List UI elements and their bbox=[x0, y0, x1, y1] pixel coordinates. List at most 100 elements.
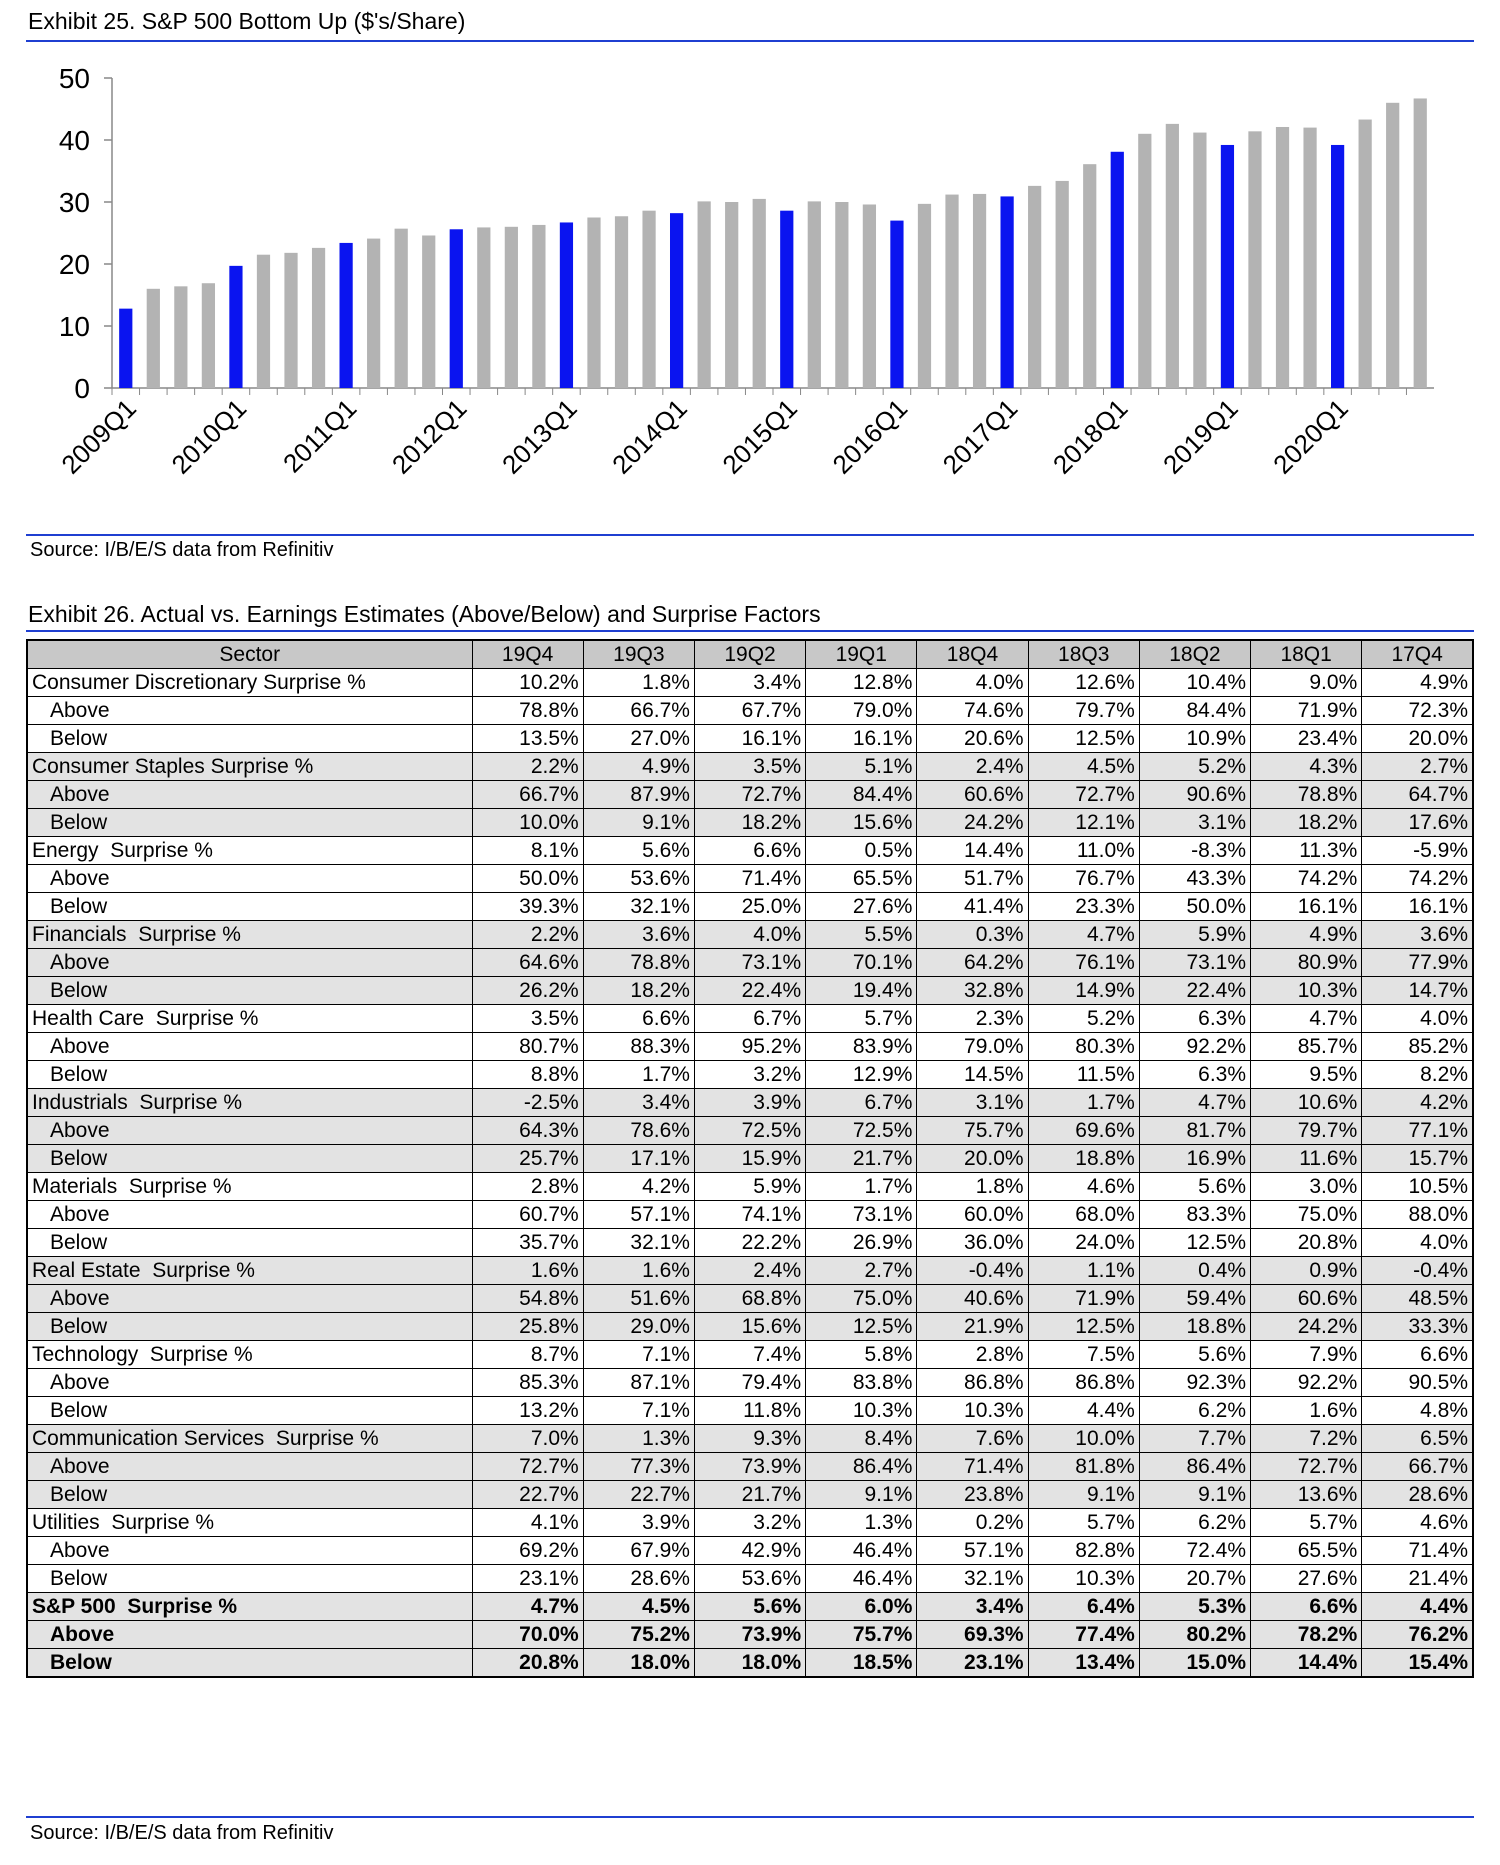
value-cell: 4.7% bbox=[1250, 1004, 1363, 1033]
x-tick-label: 2019Q1 bbox=[1157, 393, 1244, 480]
value-cell: 72.5% bbox=[805, 1116, 918, 1145]
value-cell: 20.8% bbox=[1250, 1228, 1363, 1257]
value-cell: 8.1% bbox=[471, 836, 584, 865]
table-row: Utilities Surprise % 4.1% 3.9% 3.2% 1.3% 0.2%… bbox=[26, 1508, 1474, 1537]
value-cell: 15.7% bbox=[1361, 1144, 1474, 1173]
value-cell: 24.0% bbox=[1027, 1228, 1140, 1257]
x-tick-label: 2012Q1 bbox=[386, 393, 473, 480]
value-cell: 35.7% bbox=[471, 1228, 584, 1257]
value-cell: 2.3% bbox=[916, 1004, 1029, 1033]
value-cell: 46.4% bbox=[805, 1536, 918, 1565]
value-cell: 4.2% bbox=[582, 1172, 695, 1201]
value-cell: 12.9% bbox=[805, 1060, 918, 1089]
value-cell: 1.6% bbox=[471, 1256, 584, 1285]
value-cell: 12.1% bbox=[1027, 808, 1140, 837]
value-cell: 85.2% bbox=[1361, 1032, 1474, 1061]
value-cell: 80.2% bbox=[1138, 1620, 1252, 1649]
value-cell: 11.6% bbox=[1250, 1144, 1363, 1173]
value-cell: 0.9% bbox=[1250, 1256, 1363, 1285]
value-cell: 6.7% bbox=[805, 1088, 918, 1117]
table-row: Above 69.2% 67.9% 42.9% 46.4% 57.1% 82.8% 72.4%… bbox=[26, 1536, 1474, 1565]
value-cell: 75.7% bbox=[916, 1116, 1029, 1145]
value-cell: 16.9% bbox=[1138, 1144, 1252, 1173]
bar bbox=[972, 193, 987, 388]
table-row: Materials Surprise % 2.8% 4.2% 5.9% 1.7% 1.8%… bbox=[26, 1172, 1474, 1201]
value-cell: 60.0% bbox=[916, 1200, 1029, 1229]
value-cell: 8.7% bbox=[471, 1340, 584, 1369]
value-cell: -8.3% bbox=[1138, 836, 1252, 865]
sector-cell: Below bbox=[26, 892, 473, 921]
x-tick-label: 2017Q1 bbox=[937, 393, 1024, 480]
value-cell: 46.4% bbox=[805, 1564, 918, 1593]
value-cell: 3.6% bbox=[1361, 920, 1474, 949]
bar bbox=[725, 202, 739, 388]
value-cell: 65.5% bbox=[1250, 1536, 1363, 1565]
bar bbox=[587, 217, 601, 388]
value-cell: 2.4% bbox=[916, 752, 1029, 781]
value-cell: 10.3% bbox=[805, 1396, 918, 1425]
value-cell: 7.0% bbox=[471, 1424, 584, 1453]
value-cell: 18.8% bbox=[1138, 1312, 1252, 1341]
value-cell: 86.8% bbox=[916, 1368, 1029, 1397]
value-cell: 5.6% bbox=[693, 1592, 807, 1621]
value-cell: 18.5% bbox=[805, 1648, 918, 1678]
value-cell: 59.4% bbox=[1138, 1284, 1252, 1313]
value-cell: 95.2% bbox=[693, 1032, 807, 1061]
value-cell: 76.2% bbox=[1361, 1620, 1474, 1649]
value-cell: 4.0% bbox=[916, 668, 1029, 697]
sector-cell: Materials Surprise % bbox=[26, 1172, 473, 1201]
sector-cell: Above bbox=[26, 780, 473, 809]
value-cell: 86.4% bbox=[805, 1452, 918, 1481]
bar bbox=[1165, 123, 1179, 388]
value-cell: 10.6% bbox=[1250, 1088, 1363, 1117]
sector-cell: Below bbox=[26, 1648, 473, 1678]
table-row: S&P 500 Surprise % 4.7% 4.5% 5.6% 6.0% 3.4% 6.… bbox=[26, 1592, 1474, 1621]
header-cell: 17Q4 bbox=[1361, 639, 1474, 669]
value-cell: 3.9% bbox=[693, 1088, 807, 1117]
value-cell: 77.1% bbox=[1361, 1116, 1474, 1145]
value-cell: 85.7% bbox=[1250, 1032, 1363, 1061]
sector-cell: Above bbox=[26, 1284, 473, 1313]
value-cell: 60.6% bbox=[916, 780, 1029, 809]
sector-cell: Below bbox=[26, 1144, 473, 1173]
value-cell: 66.7% bbox=[1361, 1452, 1474, 1481]
table-row: Below 25.8% 29.0% 15.6% 12.5% 21.9% 12.5% 18.8%… bbox=[26, 1312, 1474, 1341]
value-cell: 5.5% bbox=[805, 920, 918, 949]
y-tick-label: 30 bbox=[59, 187, 90, 218]
value-cell: 11.8% bbox=[693, 1396, 807, 1425]
value-cell: 3.4% bbox=[582, 1088, 695, 1117]
value-cell: 23.1% bbox=[471, 1564, 584, 1593]
value-cell: 18.0% bbox=[693, 1648, 807, 1678]
value-cell: 16.1% bbox=[805, 724, 918, 753]
sector-cell: Above bbox=[26, 1368, 473, 1397]
bar bbox=[642, 210, 656, 388]
value-cell: 1.6% bbox=[582, 1256, 695, 1285]
bar bbox=[1220, 144, 1235, 388]
header-row: Sector 19Q4 19Q3 19Q2 19Q1 18Q4 18Q3 18Q2 18Q1 17… bbox=[26, 639, 1474, 669]
value-cell: 2.8% bbox=[916, 1340, 1029, 1369]
value-cell: 43.3% bbox=[1138, 864, 1252, 893]
value-cell: 68.0% bbox=[1027, 1200, 1140, 1229]
sector-cell: Energy Surprise % bbox=[26, 836, 473, 865]
value-cell: 4.0% bbox=[1361, 1004, 1474, 1033]
value-cell: 71.4% bbox=[916, 1452, 1029, 1481]
x-tick-label: 2009Q1 bbox=[55, 393, 142, 480]
bar bbox=[1358, 119, 1372, 388]
bar bbox=[917, 203, 932, 388]
header-cell: 18Q3 bbox=[1027, 639, 1140, 669]
value-cell: 9.5% bbox=[1250, 1060, 1363, 1089]
value-cell: 6.6% bbox=[1250, 1592, 1363, 1621]
rule bbox=[26, 40, 1474, 42]
value-cell: 90.6% bbox=[1138, 780, 1252, 809]
value-cell: 10.9% bbox=[1138, 724, 1252, 753]
value-cell: 90.5% bbox=[1361, 1368, 1474, 1397]
value-cell: 60.7% bbox=[471, 1200, 584, 1229]
value-cell: 15.6% bbox=[805, 808, 918, 837]
x-tick-label: 2014Q1 bbox=[606, 393, 693, 480]
table-row: Below 26.2% 18.2% 22.4% 19.4% 32.8% 14.9% 22.4%… bbox=[26, 976, 1474, 1005]
value-cell: 12.6% bbox=[1027, 668, 1140, 697]
value-cell: 78.8% bbox=[1250, 780, 1363, 809]
bar bbox=[1083, 164, 1097, 388]
value-cell: 27.6% bbox=[1250, 1564, 1363, 1593]
value-cell: 20.6% bbox=[916, 724, 1029, 753]
